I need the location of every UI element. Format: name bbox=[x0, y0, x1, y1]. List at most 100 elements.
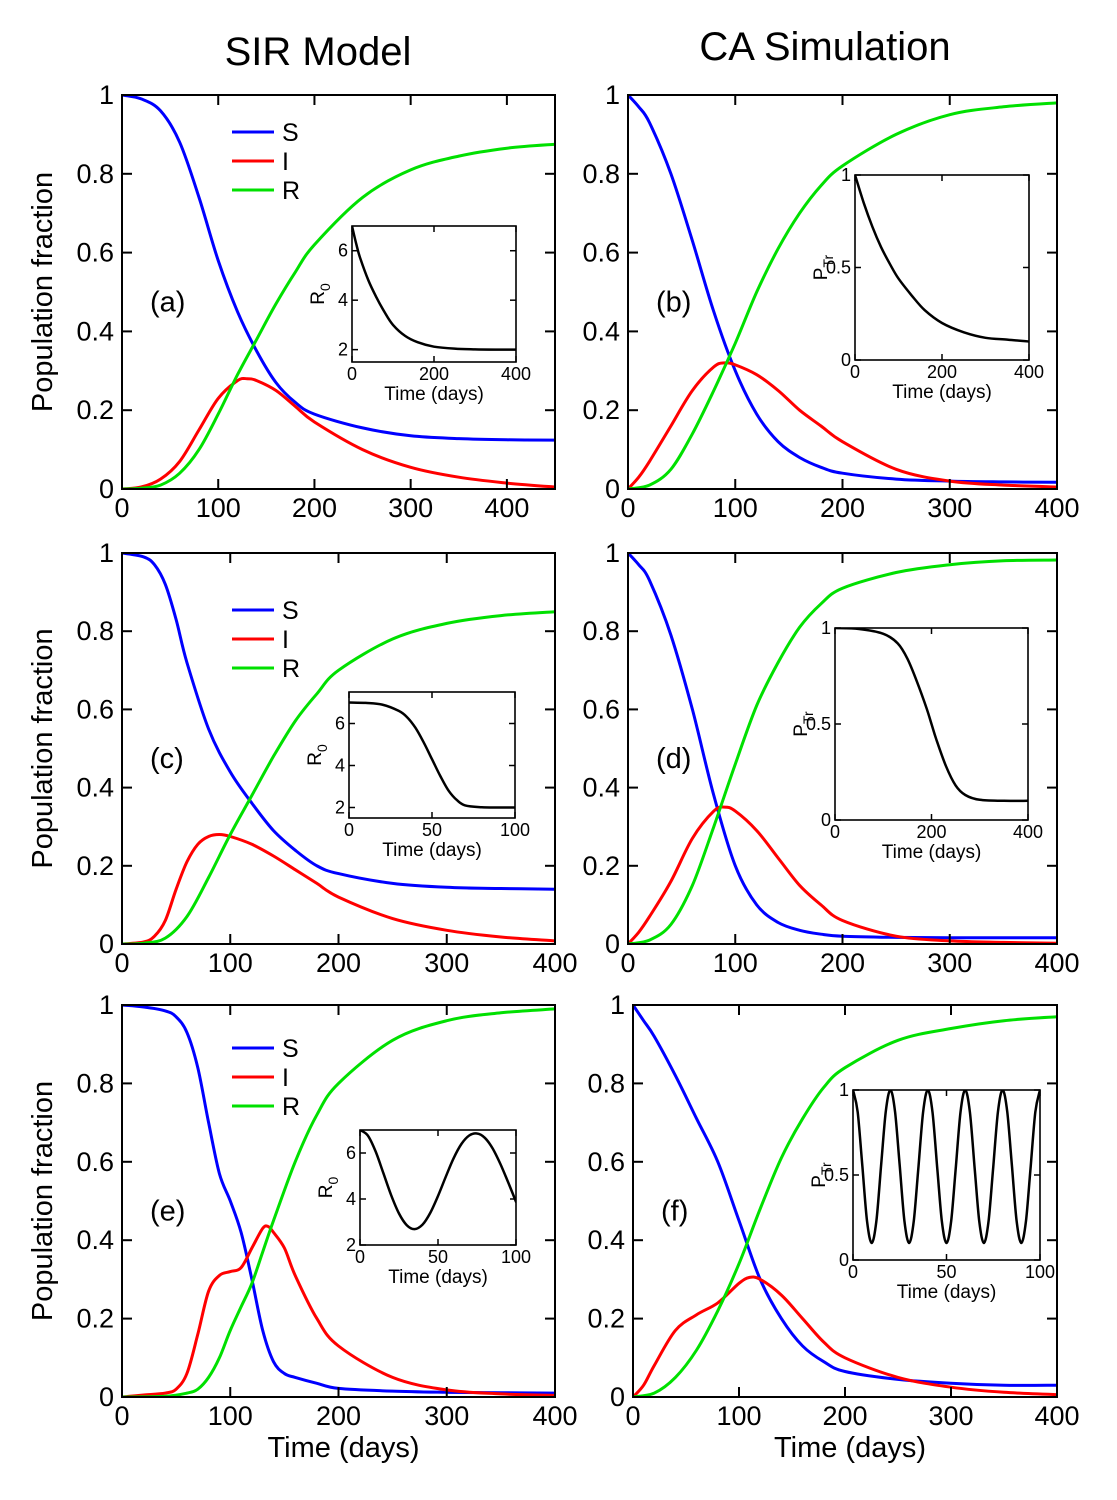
inset-x-axis-label: Time (days) bbox=[384, 384, 484, 405]
y-tick-label: 0.2 bbox=[587, 1304, 625, 1334]
inset-y-tick-label: 0.5 bbox=[806, 714, 831, 734]
panel-e: 0 100 200 300 400 0 0.2 0.4 0.6 0.8 1 Population fr… bbox=[27, 990, 578, 1464]
y-tick-label: 0.6 bbox=[76, 694, 114, 724]
y-axis-label: Population fraction bbox=[27, 628, 59, 868]
series-group bbox=[633, 1005, 1057, 1397]
inset-x-tick-label: 100 bbox=[500, 820, 530, 840]
legend-label-s: S bbox=[282, 597, 299, 625]
y-tick-label: 0.4 bbox=[76, 773, 114, 803]
inset-x-tick-label: 400 bbox=[501, 364, 531, 384]
inset-x-axis-label: Time (days) bbox=[388, 1267, 488, 1288]
x-tick-label: 0 bbox=[114, 493, 129, 523]
panel-b: 0 100 200 300 400 0 0.2 0.4 0.6 0.8 1 (b) 0 200 400 0 0.… bbox=[582, 80, 1079, 523]
inset-y-axis-label: PTr bbox=[811, 254, 836, 280]
inset-y-tick-label: 6 bbox=[346, 1143, 356, 1163]
panel-label: (a) bbox=[150, 287, 185, 319]
series-i-line bbox=[628, 805, 1057, 944]
inset-series-group bbox=[835, 628, 1028, 803]
x-tick-label: 400 bbox=[1034, 1401, 1079, 1431]
inset-x-axis-label: Time (days) bbox=[892, 382, 992, 403]
inset-chart: 0 200 400 0 0.5 1 Time (days) PTr bbox=[811, 165, 1044, 403]
legend: SIR bbox=[232, 1035, 300, 1121]
y-tick-label: 0.8 bbox=[76, 159, 114, 189]
inset-background bbox=[349, 692, 515, 818]
x-tick-label: 0 bbox=[620, 948, 635, 978]
series-group bbox=[122, 1005, 555, 1397]
series-s-line bbox=[628, 95, 1057, 484]
inset-background bbox=[360, 1130, 516, 1245]
y-tick-label: 0 bbox=[610, 1382, 625, 1412]
inset-chart: 0 200 400 0 0.5 1 Time (days) PTr bbox=[791, 618, 1043, 863]
column-title-ca-simulation: CA Simulation bbox=[699, 25, 950, 69]
x-tick-label: 400 bbox=[532, 948, 577, 978]
y-tick-label: 0.6 bbox=[76, 238, 114, 268]
x-tick-label: 100 bbox=[713, 493, 758, 523]
inset-x-axis-label: Time (days) bbox=[882, 842, 982, 863]
inset-x-axis-label: Time (days) bbox=[897, 1282, 997, 1303]
inset-series-group bbox=[855, 175, 1029, 343]
inset-series-line bbox=[349, 701, 515, 809]
inset-y-tick-label: 4 bbox=[335, 756, 345, 776]
inset-x-tick-label: 400 bbox=[1013, 822, 1043, 842]
legend: SIR bbox=[232, 119, 300, 205]
y-tick-label: 0.2 bbox=[76, 395, 114, 425]
inset-y-tick-label: 4 bbox=[346, 1189, 356, 1209]
legend-label-r: R bbox=[282, 1093, 300, 1121]
legend-label-i: I bbox=[282, 1064, 289, 1092]
inset-series-line bbox=[835, 628, 1028, 803]
inset-x-tick-label: 0 bbox=[347, 364, 357, 384]
inset-y-tick-label: 6 bbox=[338, 241, 348, 261]
x-tick-label: 0 bbox=[620, 493, 635, 523]
y-tick-label: 1 bbox=[99, 990, 114, 1020]
x-tick-label: 400 bbox=[484, 493, 529, 523]
inset-series-line bbox=[853, 1090, 1040, 1245]
y-tick-label: 0.6 bbox=[582, 694, 620, 724]
x-tick-label: 200 bbox=[292, 493, 337, 523]
y-tick-label: 0 bbox=[99, 929, 114, 959]
x-tick-label: 0 bbox=[114, 948, 129, 978]
panel-c: 0 100 200 300 400 0 0.2 0.4 0.6 0.8 1 Population fr… bbox=[27, 538, 578, 978]
inset-chart: 0 50 100 2 4 6 Time (days) R0 bbox=[305, 691, 530, 861]
x-tick-label: 400 bbox=[1034, 948, 1079, 978]
inset-series-group bbox=[360, 1130, 516, 1231]
inset-y-tick-label: 2 bbox=[335, 798, 345, 818]
series-i-line bbox=[122, 376, 555, 489]
x-tick-label: 400 bbox=[532, 1401, 577, 1431]
x-tick-label: 0 bbox=[625, 1401, 640, 1431]
inset-x-axis-label: Time (days) bbox=[382, 840, 482, 861]
series-r-line bbox=[122, 1007, 555, 1397]
panel-label: (b) bbox=[656, 287, 691, 319]
inset-x-tick-label: 200 bbox=[927, 362, 957, 382]
y-tick-label: 0.8 bbox=[76, 616, 114, 646]
y-tick-label: 0.2 bbox=[76, 1304, 114, 1334]
inset-background bbox=[855, 175, 1029, 360]
y-tick-label: 1 bbox=[605, 538, 620, 568]
y-tick-label: 0 bbox=[605, 474, 620, 504]
y-tick-label: 0.8 bbox=[76, 1068, 114, 1098]
y-tick-label: 0 bbox=[605, 929, 620, 959]
y-tick-label: 0.8 bbox=[587, 1068, 625, 1098]
y-tick-label: 1 bbox=[99, 80, 114, 110]
y-tick-label: 0.2 bbox=[76, 851, 114, 881]
x-tick-label: 100 bbox=[713, 948, 758, 978]
legend: SIR bbox=[232, 597, 300, 683]
panel-label: (f) bbox=[661, 1196, 688, 1228]
inset-x-tick-label: 0 bbox=[355, 1247, 365, 1267]
inset-y-tick-label: 2 bbox=[338, 340, 348, 360]
series-r-line bbox=[633, 1015, 1057, 1397]
x-tick-label: 200 bbox=[316, 1401, 361, 1431]
inset-background bbox=[352, 226, 516, 362]
y-axis-label: Population fraction bbox=[27, 1081, 59, 1321]
series-r-line bbox=[122, 610, 555, 944]
inset-x-tick-label: 0 bbox=[830, 822, 840, 842]
y-tick-label: 0.4 bbox=[582, 773, 620, 803]
inset-y-tick-label: 6 bbox=[335, 714, 345, 734]
y-tick-label: 0.8 bbox=[582, 616, 620, 646]
y-tick-label: 0 bbox=[99, 474, 114, 504]
y-tick-label: 0.6 bbox=[587, 1147, 625, 1177]
x-tick-label: 300 bbox=[424, 1401, 469, 1431]
inset-x-tick-label: 0 bbox=[344, 820, 354, 840]
inset-x-tick-label: 50 bbox=[936, 1262, 956, 1282]
y-tick-label: 0.6 bbox=[76, 1147, 114, 1177]
